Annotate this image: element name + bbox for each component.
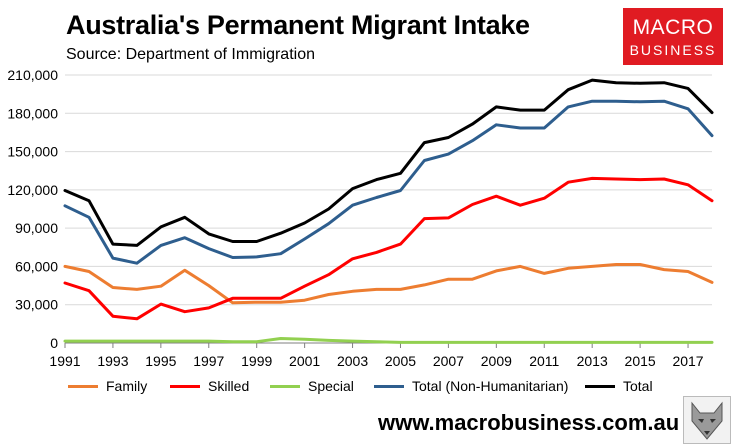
x-tick-label: 1999	[241, 353, 272, 369]
y-tick-label: 120,000	[7, 182, 58, 198]
data-series	[63, 78, 714, 344]
series-line-special	[63, 337, 714, 344]
logo-line-1: MACRO	[632, 16, 714, 39]
series-line-total	[63, 78, 714, 247]
y-tick-label: 60,000	[15, 258, 58, 274]
x-tick-label: 1995	[145, 353, 176, 369]
macrobusiness-logo: MACRO BUSINESS	[623, 8, 723, 65]
y-tick-label: 30,000	[15, 297, 58, 313]
legend-item: Total	[585, 378, 653, 394]
line-chart: 0 30,000 60,000 90,000 120,000 150,000 180,000…	[7, 67, 714, 369]
wolf-logo	[683, 396, 731, 444]
chart-subtitle: Source: Department of Immigration	[66, 46, 315, 63]
x-tick-label: 2011	[529, 353, 559, 369]
legend-item: Special	[270, 378, 354, 394]
y-tick-label: 0	[50, 335, 58, 351]
legend-swatch	[170, 384, 200, 388]
chart-title: Australia's Permanent Migrant Intake	[66, 10, 530, 40]
series-line-total-non-humanitarian	[63, 99, 714, 265]
y-tick-label: 210,000	[7, 67, 58, 83]
website-url: www.macrobusiness.com.au	[378, 410, 680, 435]
legend-label: Total (Non-Humanitarian)	[412, 378, 569, 394]
logo-line-2: BUSINESS	[629, 42, 717, 58]
y-tick-label: 180,000	[7, 105, 58, 121]
x-tick-label: 2009	[481, 353, 512, 369]
y-axis-ticks: 0 30,000 60,000 90,000 120,000 150,000 180,000…	[7, 67, 58, 351]
x-tick-label: 2015	[625, 353, 656, 369]
series-line-skilled	[63, 176, 714, 321]
grid-lines	[65, 74, 712, 344]
x-tick-label: 2001	[289, 353, 320, 369]
legend-item: Skilled	[170, 378, 249, 394]
legend-swatch	[585, 384, 615, 388]
x-tick-label: 2007	[433, 353, 464, 369]
x-axis-ticks: 1991 1993 1995 1997 1999 2001 2003 2005 2007 2009…	[49, 343, 704, 369]
x-tick-label: 2013	[577, 353, 608, 369]
x-tick-label: 2003	[337, 353, 368, 369]
x-tick-label: 2017	[672, 353, 703, 369]
legend-label: Family	[106, 378, 148, 394]
legend-swatch	[374, 384, 404, 388]
chart-legend: Family Skilled Special Total (Non-Humanitar…	[0, 378, 733, 400]
x-tick-label: 1991	[49, 353, 80, 369]
y-tick-label: 150,000	[7, 144, 58, 160]
legend-swatch	[68, 384, 98, 388]
x-tick-label: 1993	[97, 353, 128, 369]
legend-label: Special	[308, 378, 354, 394]
legend-item: Family	[68, 378, 147, 394]
y-tick-label: 90,000	[15, 220, 58, 236]
legend-label: Skilled	[208, 378, 250, 394]
legend-swatch	[270, 384, 300, 388]
x-tick-label: 2005	[385, 353, 416, 369]
legend-item: Total (Non-Humanitarian)	[374, 378, 568, 394]
series-line-family	[63, 263, 714, 305]
x-tick-label: 1997	[193, 353, 224, 369]
legend-label: Total	[623, 378, 653, 394]
